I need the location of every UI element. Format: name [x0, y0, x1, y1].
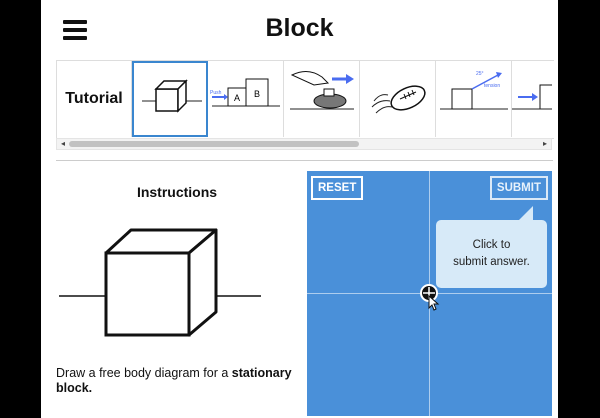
tension-label: tension [484, 83, 500, 89]
curling-icon [290, 71, 354, 110]
push-arrow-label: Push [210, 90, 222, 96]
instructions-text-prefix: Draw a free body diagram for a [56, 366, 232, 380]
thumb-incline[interactable]: 25° tension [436, 61, 512, 137]
instructions-title: Instructions [136, 184, 218, 200]
divider [56, 160, 553, 161]
instructions-text-bold: stationary block. [56, 366, 292, 395]
submit-tooltip: Click to submit answer. [436, 206, 547, 288]
fbd-canvas[interactable]: RESET SUBMIT Click to submit answer. [307, 171, 552, 416]
tutorial-strip: Tutorial A B Push [56, 60, 554, 139]
thumb-arrow-block[interactable] [512, 61, 552, 137]
tutorial-scrollbar[interactable]: ◂ ▸ [56, 138, 552, 150]
push-blocks-icon: A B Push [210, 78, 280, 107]
thumb-curling[interactable] [284, 61, 360, 137]
scroll-right-icon[interactable]: ▸ [542, 139, 547, 148]
block-diagram-icon [59, 228, 261, 337]
tooltip-line-2: submit answer. [453, 256, 530, 268]
scroll-left-icon[interactable]: ◂ [60, 139, 65, 148]
scrollbar-thumb[interactable] [69, 141, 359, 147]
thumb-push-blocks[interactable]: A B Push [208, 61, 284, 137]
arrow-block-icon [512, 84, 552, 110]
page-title: Block [265, 14, 334, 42]
header: Block [41, 0, 558, 58]
thumb-block[interactable] [132, 61, 208, 137]
block-a-label: A [234, 93, 240, 103]
instructions-text: Draw a free body diagram for a stationar… [56, 366, 301, 396]
hamburger-menu-icon[interactable] [63, 20, 87, 40]
incline-icon: 25° tension [440, 71, 508, 110]
football-icon [371, 85, 426, 114]
block-b-label: B [254, 89, 260, 99]
reset-button[interactable]: RESET [311, 176, 364, 200]
tooltip-arrow [519, 206, 533, 220]
angle-label: 25° [476, 71, 484, 77]
tutorial-label: Tutorial [57, 61, 132, 137]
mouse-cursor-icon [428, 295, 440, 311]
tooltip-text: Click to submit answer. [453, 237, 530, 271]
tooltip-line-1: Click to [472, 239, 511, 251]
submit-button[interactable]: SUBMIT [489, 176, 548, 200]
block-thumb-icon [142, 79, 202, 113]
thumb-football[interactable] [360, 61, 436, 137]
app-window: Block Tutorial A B Push [41, 0, 558, 418]
